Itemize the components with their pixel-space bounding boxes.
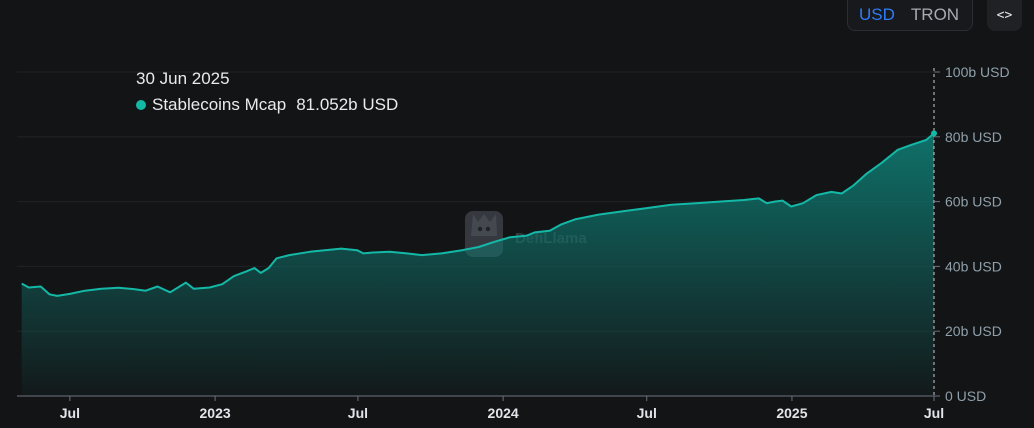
x-tick-label: 2025: [776, 405, 807, 421]
x-tick-label: Jul: [637, 405, 657, 421]
embed-code-button[interactable]: <>: [987, 0, 1022, 31]
y-tick-label: 60b USD: [945, 194, 1002, 210]
y-axis: 0 USD 20b USD 40b USD 60b USD 80b USD 100b US…: [934, 64, 1010, 404]
y-tick-label: 0 USD: [945, 388, 986, 404]
x-tick-label: 2023: [200, 405, 231, 421]
currency-option-usd[interactable]: USD: [859, 5, 895, 24]
x-tick-label: 2024: [488, 405, 519, 421]
x-axis: Jul 2023 Jul 2024 Jul 2025 Jul: [17, 395, 944, 421]
y-tick-label: 40b USD: [945, 258, 1002, 274]
currency-option-tron[interactable]: TRON: [910, 5, 960, 24]
y-tick-label: 100b USD: [945, 64, 1010, 80]
x-tick-label: Jul: [924, 405, 944, 421]
tooltip-row: Stablecoins Mcap 81.052b USD: [136, 95, 398, 115]
series-area: [21, 133, 934, 396]
series-color-dot: [136, 100, 146, 110]
y-tick-label: 20b USD: [945, 323, 1002, 339]
tooltip-series-name: Stablecoins Mcap: [152, 95, 287, 114]
crosshair-point: [931, 130, 937, 137]
x-tick-label: Jul: [348, 405, 368, 421]
tooltip-date: 30 Jun 2025: [136, 69, 230, 88]
code-embed-icon: <>: [996, 8, 1013, 23]
y-tick-label: 80b USD: [945, 129, 1002, 145]
currency-toggle: USD TRON: [847, 0, 973, 31]
series-line: [21, 132, 935, 297]
tooltip-value: 81.052b USD: [296, 95, 399, 114]
x-tick-label: Jul: [60, 405, 80, 421]
